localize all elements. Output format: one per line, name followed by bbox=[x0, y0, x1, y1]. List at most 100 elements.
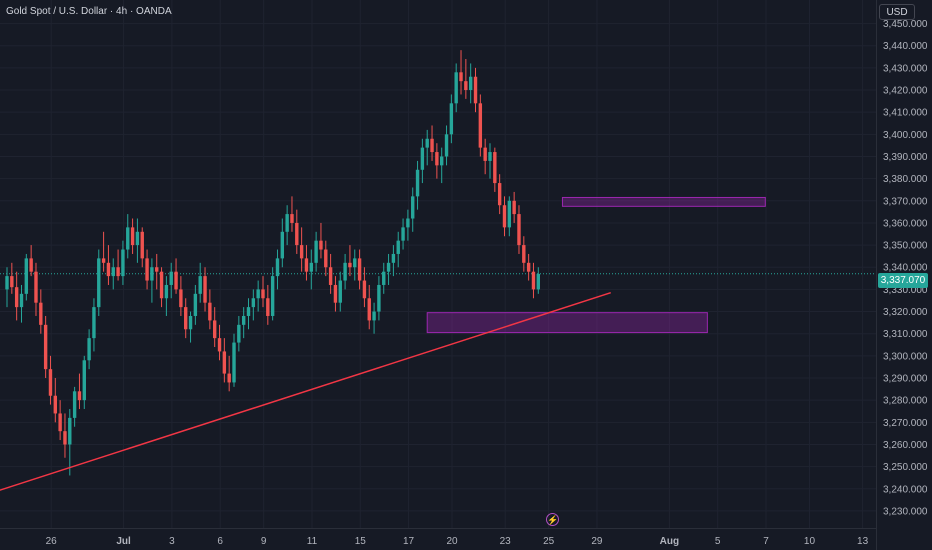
y-tick-label: 3,290.000 bbox=[883, 374, 928, 385]
candle-body bbox=[502, 205, 507, 228]
candle-body bbox=[19, 293, 24, 308]
candle-body bbox=[270, 276, 275, 316]
candle-body bbox=[343, 262, 347, 281]
x-tick-label: Aug bbox=[660, 536, 679, 547]
candle-body bbox=[101, 258, 106, 263]
y-tick-label: 3,280.000 bbox=[883, 396, 928, 407]
candle-body bbox=[237, 324, 241, 343]
candle-body bbox=[63, 431, 67, 445]
candle-body bbox=[14, 287, 19, 308]
lightning-icon[interactable]: ⚡ bbox=[546, 513, 559, 526]
x-tick-label: 13 bbox=[857, 536, 869, 547]
candle-body bbox=[121, 249, 125, 277]
y-tick-label: 3,320.000 bbox=[883, 307, 928, 318]
supply-demand-zone[interactable] bbox=[561, 196, 766, 207]
candle-body bbox=[348, 262, 352, 268]
y-tick-label: 3,380.000 bbox=[883, 174, 928, 185]
candle-body bbox=[135, 231, 140, 246]
y-tick-label: 3,270.000 bbox=[883, 418, 928, 429]
y-tick-label: 3,450.000 bbox=[883, 19, 928, 30]
currency-selector-button[interactable]: USD bbox=[879, 4, 915, 20]
candle-body bbox=[304, 258, 309, 272]
candle-body bbox=[309, 262, 313, 272]
y-tick-label: 3,400.000 bbox=[883, 130, 928, 141]
candle-body bbox=[415, 169, 420, 197]
y-tick-label: 3,230.000 bbox=[883, 506, 928, 517]
x-tick-label: 7 bbox=[763, 536, 769, 547]
candle-body bbox=[353, 258, 357, 268]
current-price-label: 3,337.070 bbox=[878, 273, 928, 288]
candle-body bbox=[261, 289, 265, 299]
candle-body bbox=[386, 262, 391, 272]
candle-body bbox=[401, 227, 405, 241]
candle-body bbox=[290, 214, 294, 223]
y-tick-label: 3,300.000 bbox=[883, 351, 928, 362]
candle-body bbox=[179, 289, 183, 308]
candle-body bbox=[454, 72, 458, 104]
x-tick-label: 5 bbox=[715, 536, 721, 547]
x-tick-label: 17 bbox=[403, 536, 415, 547]
y-tick-label: 3,340.000 bbox=[883, 263, 928, 274]
x-tick-label: 29 bbox=[591, 536, 603, 547]
candle-body bbox=[536, 273, 540, 290]
candle-body bbox=[285, 214, 289, 232]
x-tick-label: Jul bbox=[116, 536, 131, 547]
candle-body bbox=[116, 267, 120, 277]
candle-body bbox=[372, 311, 376, 321]
candle-body bbox=[483, 147, 487, 161]
x-tick-label: 15 bbox=[355, 536, 367, 547]
candle-body bbox=[328, 267, 333, 285]
candle-body bbox=[526, 262, 531, 272]
y-tick-label: 3,330.000 bbox=[883, 285, 928, 296]
y-tick-label: 3,440.000 bbox=[883, 41, 928, 52]
candle-body bbox=[367, 298, 371, 321]
candle-body bbox=[333, 284, 338, 303]
candle-body bbox=[440, 156, 444, 166]
candle-body bbox=[164, 284, 169, 299]
supply-demand-zone[interactable] bbox=[426, 312, 708, 334]
candle-body bbox=[97, 258, 101, 308]
candle-body bbox=[246, 307, 251, 316]
x-tick-label: 23 bbox=[500, 536, 512, 547]
y-tick-label: 3,420.000 bbox=[883, 86, 928, 97]
trendline[interactable] bbox=[0, 292, 611, 491]
candle-body bbox=[203, 276, 207, 303]
candle-body bbox=[449, 103, 454, 135]
x-tick-label: 20 bbox=[446, 536, 458, 547]
x-tick-label: 26 bbox=[46, 536, 58, 547]
candle-body bbox=[425, 138, 429, 148]
candle-body bbox=[314, 240, 318, 263]
candle-body bbox=[53, 395, 57, 414]
candle-body bbox=[473, 76, 478, 104]
y-tick-label: 3,430.000 bbox=[883, 63, 928, 74]
candle-body bbox=[531, 271, 536, 290]
candle-body bbox=[338, 280, 342, 303]
candle-body bbox=[198, 276, 202, 294]
candle-body bbox=[468, 76, 473, 91]
candle-body bbox=[188, 315, 193, 330]
candle-body bbox=[82, 360, 86, 401]
candle-body bbox=[497, 183, 502, 206]
candle-body bbox=[24, 258, 29, 294]
candle-body bbox=[493, 152, 497, 184]
candle-body bbox=[92, 307, 96, 339]
candle-body bbox=[232, 342, 236, 383]
candle-body bbox=[435, 152, 439, 166]
y-tick-label: 3,260.000 bbox=[883, 440, 928, 451]
candle-body bbox=[488, 152, 492, 161]
candle-body bbox=[111, 267, 115, 277]
candle-body bbox=[130, 227, 135, 246]
candle-body bbox=[29, 258, 33, 272]
y-tick-label: 3,350.000 bbox=[883, 241, 928, 252]
candle-body bbox=[522, 245, 526, 263]
candle-body bbox=[517, 214, 521, 246]
candle-body bbox=[174, 271, 178, 290]
candle-body bbox=[324, 249, 328, 268]
y-tick-label: 3,370.000 bbox=[883, 196, 928, 207]
y-tick-label: 3,310.000 bbox=[883, 329, 928, 340]
candle-body bbox=[507, 200, 512, 228]
y-tick-label: 3,410.000 bbox=[883, 108, 928, 119]
candle-body bbox=[459, 72, 463, 82]
